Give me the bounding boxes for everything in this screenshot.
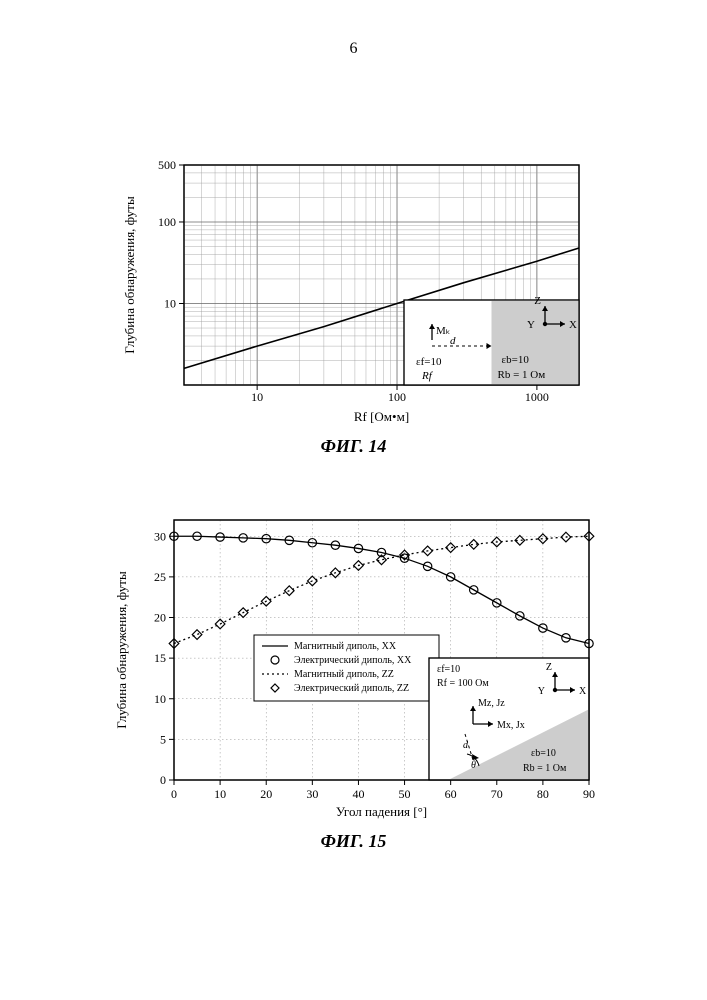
svg-text:25: 25 <box>154 570 166 584</box>
svg-text:20: 20 <box>260 787 272 801</box>
svg-text:1000: 1000 <box>524 390 548 404</box>
svg-text:80: 80 <box>536 787 548 801</box>
fig15-caption: ФИГ. 15 <box>321 831 387 852</box>
svg-text:Z: Z <box>545 662 551 673</box>
svg-text:100: 100 <box>158 215 176 229</box>
svg-text:Y: Y <box>537 686 544 697</box>
svg-text:Электрический диполь, ZZ: Электрический диполь, ZZ <box>294 683 409 694</box>
svg-text:Mz, Jz: Mz, Jz <box>478 698 505 709</box>
svg-text:10: 10 <box>251 390 263 404</box>
svg-text:40: 40 <box>352 787 364 801</box>
svg-text:Глубина обнаружения, футы: Глубина обнаружения, футы <box>114 571 129 729</box>
svg-text:Rf [Ом•м]: Rf [Ом•м] <box>353 409 408 424</box>
svg-text:30: 30 <box>154 529 166 543</box>
svg-text:100: 100 <box>388 390 406 404</box>
fig14-chart: 10 100 1000 10 100 500 Rf [Ом•м] Глубина обнару… <box>114 150 594 430</box>
svg-text:Электрический диполь, XX: Электрический диполь, XX <box>294 655 412 666</box>
svg-text:Rf = 100 Ом: Rf = 100 Ом <box>437 678 489 689</box>
svg-text:θ: θ <box>471 760 476 771</box>
svg-text:10: 10 <box>164 296 176 310</box>
svg-text:Магнитный диполь, XX: Магнитный диполь, XX <box>294 641 397 652</box>
svg-text:Магнитный диполь, ZZ: Магнитный диполь, ZZ <box>294 669 394 680</box>
svg-text:εb=10: εb=10 <box>501 354 529 366</box>
svg-text:Mx, Jx: Mx, Jx <box>497 720 525 731</box>
svg-text:Z: Z <box>534 295 541 307</box>
svg-text:εf=10: εf=10 <box>437 664 460 675</box>
svg-text:60: 60 <box>444 787 456 801</box>
svg-text:Глубина обнаружения, футы: Глубина обнаружения, футы <box>122 196 137 354</box>
svg-text:0: 0 <box>160 773 166 787</box>
svg-text:Угол падения [°]: Угол падения [°] <box>335 804 426 819</box>
svg-text:0: 0 <box>171 787 177 801</box>
svg-text:εb=10: εb=10 <box>531 748 556 759</box>
svg-text:εf=10: εf=10 <box>416 356 442 368</box>
svg-text:50: 50 <box>398 787 410 801</box>
svg-text:X: X <box>579 686 587 697</box>
svg-text:90: 90 <box>583 787 595 801</box>
fig14-caption: ФИГ. 14 <box>321 436 387 457</box>
svg-text:10: 10 <box>154 692 166 706</box>
svg-text:Y: Y <box>527 319 535 331</box>
svg-text:X: X <box>569 319 577 331</box>
svg-text:Mₖ: Mₖ <box>436 325 450 337</box>
svg-text:70: 70 <box>490 787 502 801</box>
svg-text:10: 10 <box>214 787 226 801</box>
fig15-chart: 0 10 20 30 40 50 60 70 80 90 0 5 10 15 20 25 30 Угол паде… <box>104 505 604 825</box>
svg-text:15: 15 <box>154 651 166 665</box>
svg-text:30: 30 <box>306 787 318 801</box>
svg-text:5: 5 <box>160 732 166 746</box>
svg-text:Rb = 1 Ом: Rb = 1 Ом <box>497 369 545 381</box>
page-number: 6 <box>0 40 707 58</box>
svg-text:d: d <box>450 335 456 347</box>
svg-text:Rb = 1 Ом: Rb = 1 Ом <box>523 763 567 774</box>
svg-text:500: 500 <box>158 158 176 172</box>
svg-text:20: 20 <box>154 611 166 625</box>
